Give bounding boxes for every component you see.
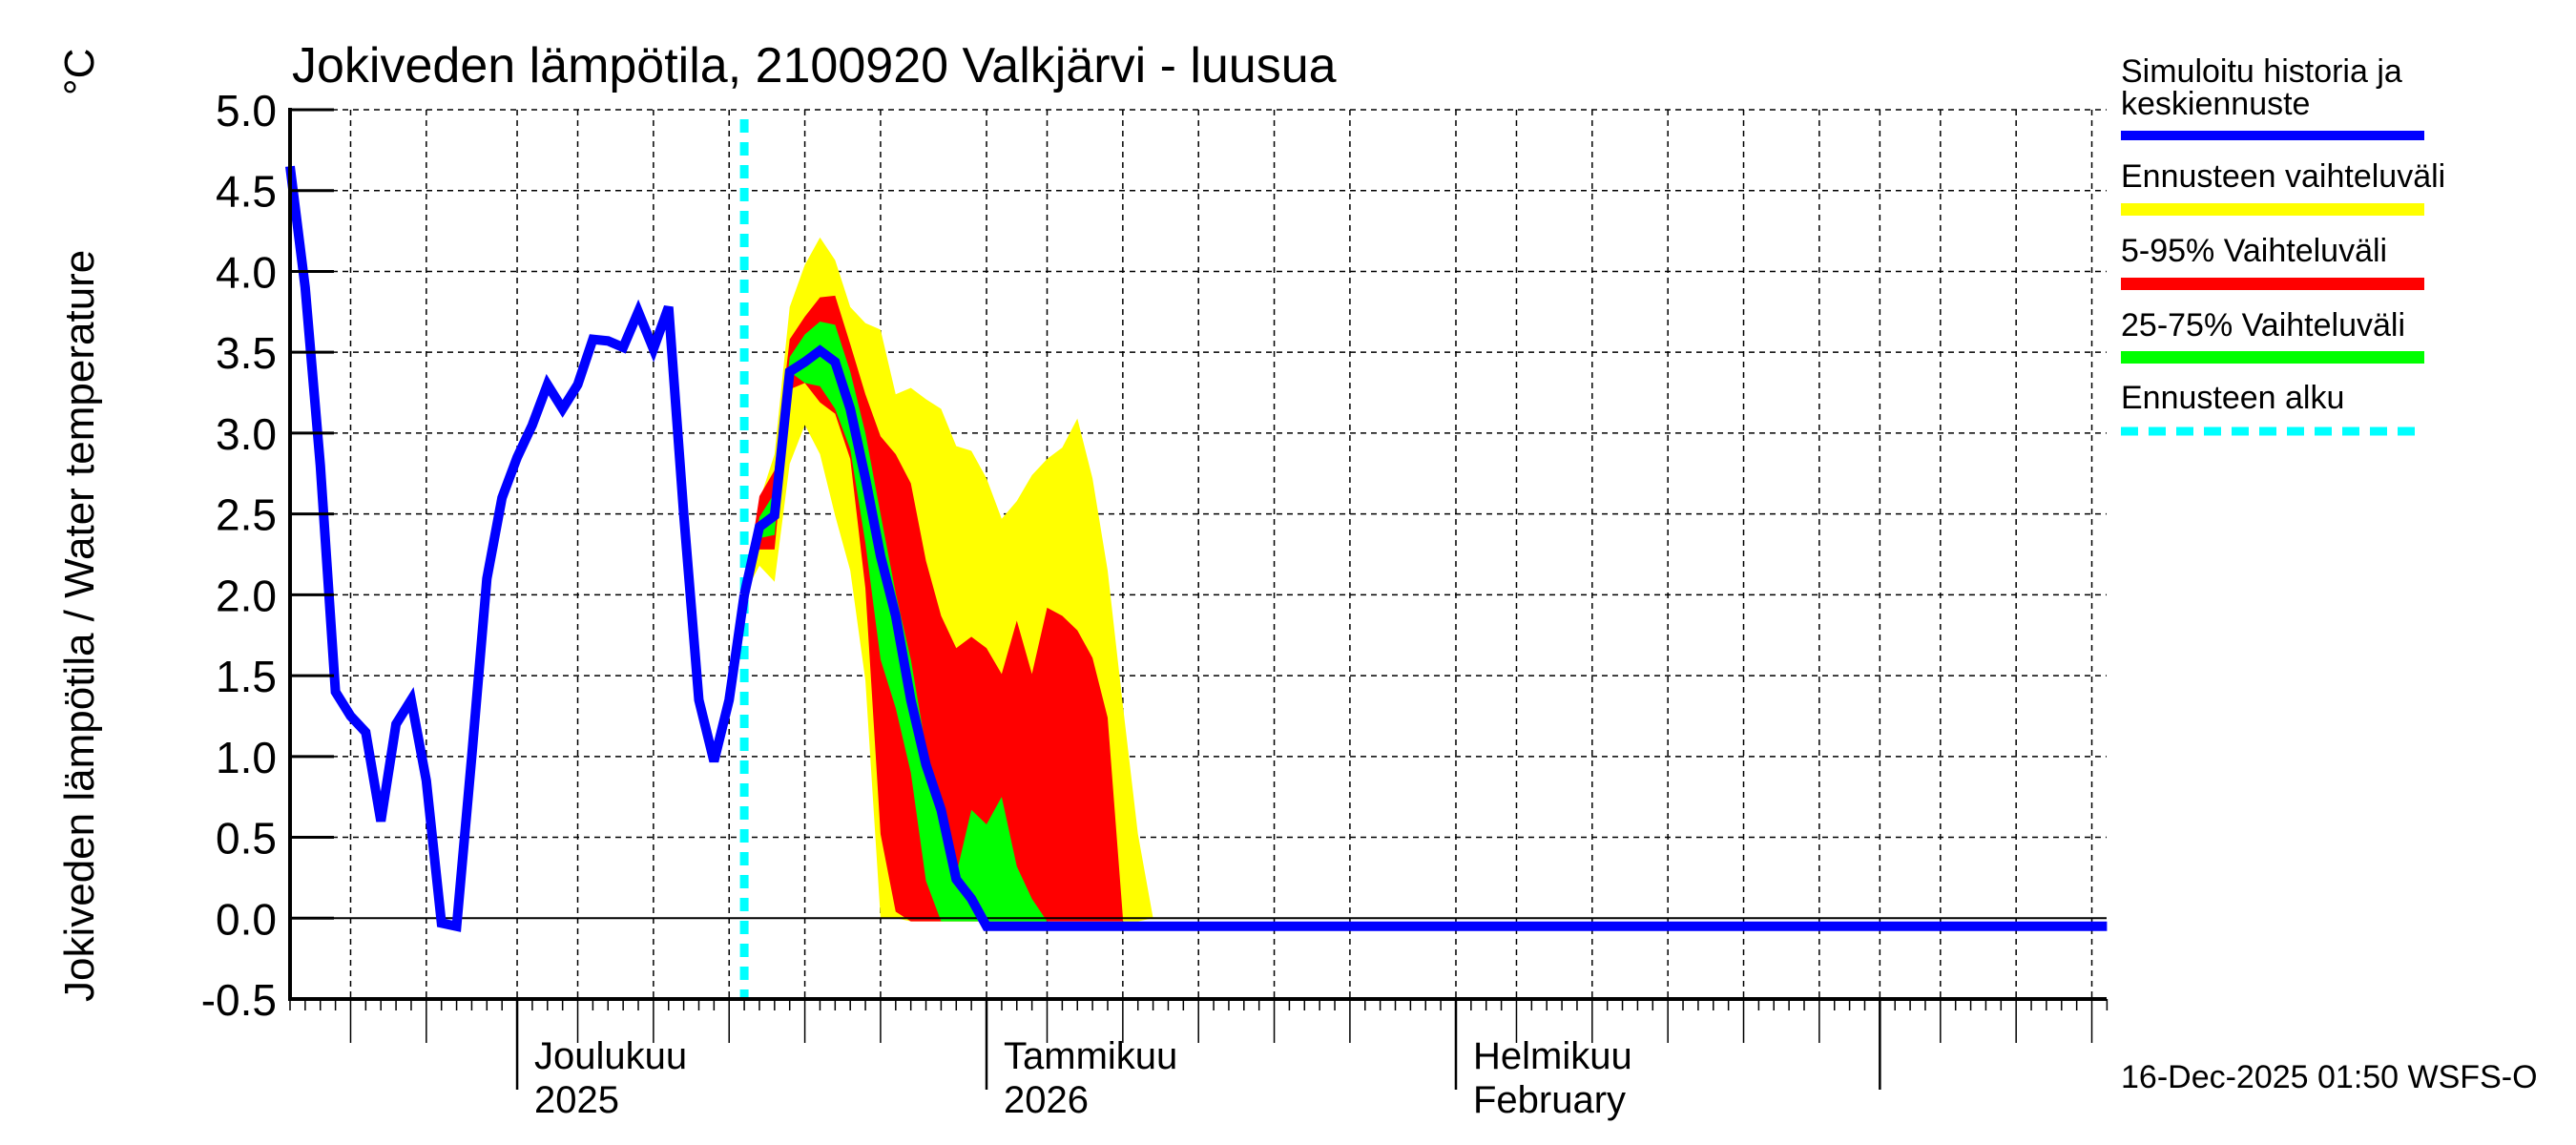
y-tick-label: 4.5 xyxy=(216,167,277,217)
month-label-2: Helmikuu xyxy=(1473,1035,1632,1077)
y-tick-label: -0.5 xyxy=(201,975,277,1025)
legend-label-forecast-start: Ennusteen alku xyxy=(2121,380,2344,416)
range-band-5-95 xyxy=(744,295,1123,922)
legend-swatch-range xyxy=(2121,203,2424,216)
y-tick-label: 0.0 xyxy=(216,894,277,944)
grid-lines xyxy=(290,109,2107,1000)
legend-swatch-25-75 xyxy=(2121,351,2424,364)
timestamp: 16-Dec-2025 01:50 WSFS-O xyxy=(2121,1059,2538,1095)
y-tick-label: 1.0 xyxy=(216,733,277,782)
month-year-label-1: 2026 xyxy=(1004,1079,1089,1121)
legend-label-5-95: 5-95% Vaihteluväli xyxy=(2121,233,2387,269)
y-tick-label: 3.0 xyxy=(216,409,277,459)
legend-label-history-1: Simuloitu historia ja xyxy=(2121,53,2402,90)
forecast-median-line xyxy=(739,344,2108,931)
y-tick-label: 1.5 xyxy=(216,652,277,701)
month-year-label-2: February xyxy=(1473,1079,1626,1121)
legend-label-range: Ennusteen vaihteluväli xyxy=(2121,158,2445,195)
history-line xyxy=(285,165,750,932)
y-tick-labels: 5.0 4.5 4.0 3.5 3.0 2.5 2.0 1.5 1.0 0.5 0.0 -0.5 xyxy=(201,86,334,1025)
x-ticks xyxy=(289,999,2109,1090)
month-label-1: Tammikuu xyxy=(1004,1035,1177,1077)
y-axis-label: Jokiveden lämpötila / Water temperature xyxy=(56,250,103,1002)
y-tick-label: 0.5 xyxy=(216,814,277,864)
legend: Simuloitu historia ja keskiennuste Ennus… xyxy=(2121,53,2445,436)
y-tick-label: 5.0 xyxy=(216,86,277,135)
chart-title: Jokiveden lämpötila, 2100920 Valkjärvi -… xyxy=(292,38,1337,94)
month-label-0: Joulukuu xyxy=(534,1035,687,1077)
forecast-bands xyxy=(744,237,1153,922)
y-tick-label: 2.5 xyxy=(216,490,277,540)
month-year-label-0: 2025 xyxy=(534,1079,619,1121)
legend-label-25-75: 25-75% Vaihteluväli xyxy=(2121,307,2405,344)
y-tick-label: 2.0 xyxy=(216,571,277,620)
legend-swatch-history xyxy=(2121,131,2424,140)
y-tick-label: 4.0 xyxy=(216,247,277,297)
y-axis-unit: °C xyxy=(56,49,103,95)
legend-label-history-2: keskiennuste xyxy=(2121,86,2310,122)
legend-swatch-5-95 xyxy=(2121,278,2424,290)
y-tick-label: 3.5 xyxy=(216,328,277,378)
